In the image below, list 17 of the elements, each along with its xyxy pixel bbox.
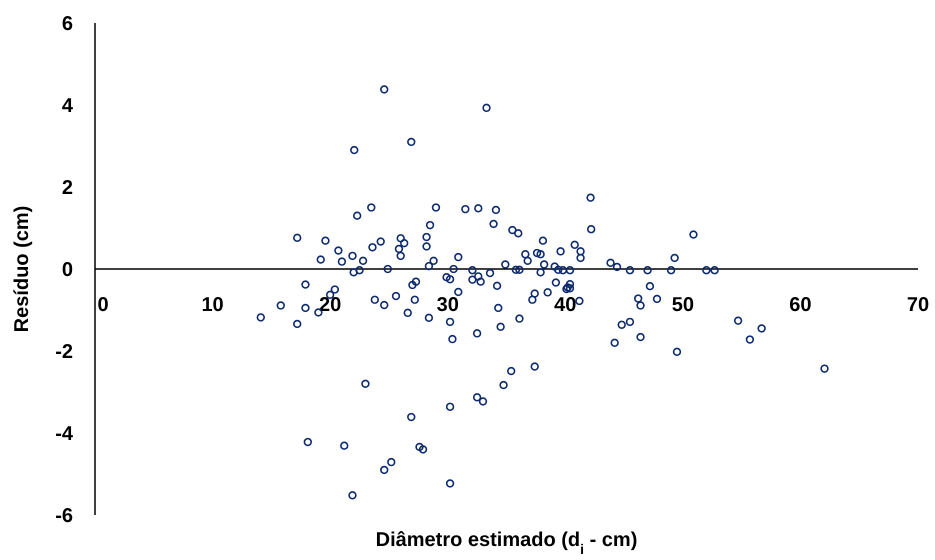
x-tick-label: 50 xyxy=(672,294,694,316)
y-tick-label: 4 xyxy=(62,95,74,117)
x-tick-label: 70 xyxy=(906,294,930,316)
x-tick-label: 0 xyxy=(97,294,109,316)
x-axis-title: Diâmetro estimado (d$_{i}$ - cm) xyxy=(376,529,638,557)
x-tick-label: 60 xyxy=(789,294,812,316)
y-axis-title: Resíduo (cm) xyxy=(11,206,33,332)
x-tick-label: 30 xyxy=(436,294,459,316)
y-tick-label: 0 xyxy=(62,259,73,281)
y-tick-label: -4 xyxy=(55,423,74,445)
y-tick-label: 2 xyxy=(62,177,73,199)
x-tick-label: 40 xyxy=(554,294,576,316)
x-tick-label: 20 xyxy=(319,294,342,316)
y-tick-label: -2 xyxy=(55,341,73,363)
y-tick-label: 6 xyxy=(62,13,73,35)
y-tick-label: -6 xyxy=(55,505,73,527)
x-tick-label: 10 xyxy=(201,294,224,316)
